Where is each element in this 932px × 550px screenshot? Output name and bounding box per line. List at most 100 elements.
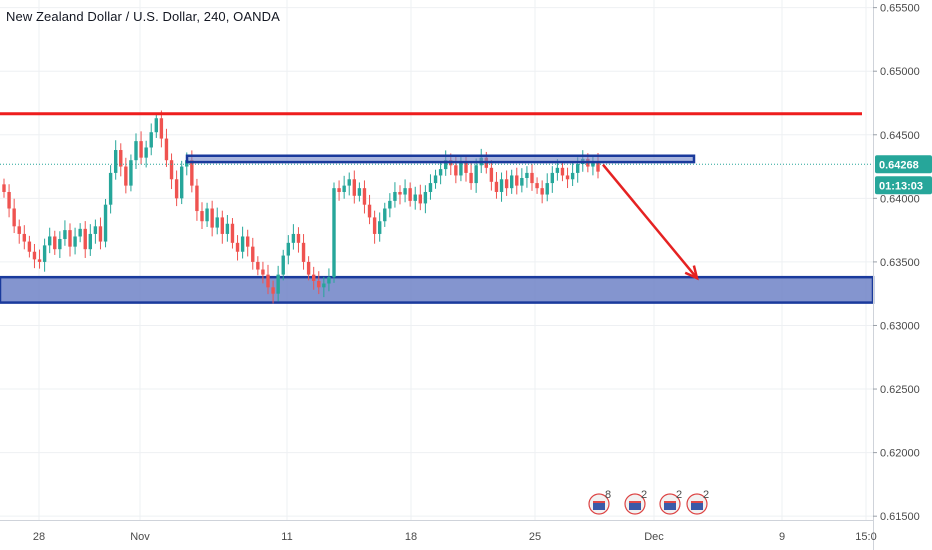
candle-body bbox=[215, 217, 219, 228]
candle-body bbox=[159, 118, 164, 139]
x-tick-label: 11 bbox=[281, 531, 292, 543]
candle-body bbox=[347, 179, 351, 186]
candle-body bbox=[119, 150, 123, 167]
down-arrow-head bbox=[684, 265, 699, 281]
candle-body bbox=[17, 226, 21, 234]
candle-body bbox=[377, 221, 382, 234]
event-badge-stripe bbox=[691, 501, 703, 503]
candle-body bbox=[530, 172, 534, 184]
candle-body bbox=[291, 233, 296, 243]
candle-body bbox=[469, 172, 473, 184]
candle-body bbox=[403, 188, 407, 195]
candle-body bbox=[12, 208, 16, 227]
candle-body bbox=[83, 228, 87, 250]
candle-body bbox=[433, 175, 438, 184]
candle-body bbox=[261, 269, 265, 275]
candle-body bbox=[520, 177, 524, 186]
candle-body bbox=[235, 242, 240, 252]
candle-body bbox=[78, 228, 82, 237]
candle-body bbox=[545, 183, 549, 195]
event-badge-flag bbox=[629, 503, 641, 510]
candle-body bbox=[139, 141, 143, 158]
candle-body bbox=[515, 175, 519, 186]
candle-body bbox=[322, 283, 326, 288]
candle-body bbox=[174, 179, 179, 199]
candle-body bbox=[301, 242, 306, 262]
event-badge-count: 8 bbox=[605, 489, 611, 501]
x-tick-label: 28 bbox=[33, 531, 45, 543]
x-tick-label: 15:0 bbox=[855, 531, 876, 543]
candle-body bbox=[58, 239, 62, 250]
candle-body bbox=[337, 188, 341, 192]
countdown-label: 01:13:03 bbox=[879, 180, 923, 192]
candle-body bbox=[37, 259, 42, 262]
candle-body bbox=[413, 194, 417, 201]
candle-body bbox=[393, 191, 397, 201]
candle-body bbox=[591, 162, 595, 167]
candle-body bbox=[230, 223, 235, 243]
price-tag-label: 0.64268 bbox=[879, 159, 919, 171]
candle-body bbox=[499, 179, 504, 192]
candle-body bbox=[317, 280, 321, 288]
candle-body bbox=[32, 251, 37, 260]
candle-body bbox=[464, 162, 468, 173]
candle-body bbox=[306, 261, 311, 275]
candle-body bbox=[423, 191, 428, 204]
candle-body bbox=[256, 261, 260, 270]
event-badge-count: 2 bbox=[703, 489, 709, 501]
candle-body bbox=[388, 200, 392, 209]
candle-body bbox=[281, 255, 285, 275]
y-tick-label: 0.63000 bbox=[880, 320, 920, 332]
event-badge-flag bbox=[664, 503, 676, 510]
candle-body bbox=[560, 167, 565, 176]
candle-body bbox=[7, 191, 11, 209]
candle-body bbox=[205, 208, 209, 222]
candle-body bbox=[22, 233, 27, 242]
candle-body bbox=[124, 166, 128, 186]
candle-body bbox=[286, 242, 291, 256]
candle-body bbox=[108, 172, 113, 205]
candle-body bbox=[474, 165, 478, 184]
candle-body bbox=[296, 233, 301, 243]
candle-body bbox=[555, 167, 560, 173]
candle-body bbox=[357, 188, 362, 196]
candle-body bbox=[504, 179, 509, 189]
candle-body bbox=[383, 208, 387, 222]
down-arrow-line bbox=[602, 163, 698, 279]
x-tick-label: 18 bbox=[405, 531, 417, 543]
candle-body bbox=[342, 185, 346, 192]
candle-body bbox=[210, 208, 214, 228]
x-tick-label: Nov bbox=[130, 531, 150, 543]
x-tick-label: 25 bbox=[529, 531, 541, 543]
candles-group bbox=[2, 110, 600, 304]
candle-body bbox=[266, 274, 270, 288]
candle-body bbox=[271, 287, 275, 294]
y-tick-label: 0.63500 bbox=[880, 257, 920, 269]
event-badge-flag bbox=[593, 503, 605, 510]
y-tick-label: 0.61500 bbox=[880, 511, 920, 523]
event-badge-count: 2 bbox=[676, 489, 682, 501]
candle-body bbox=[240, 236, 245, 252]
candle-body bbox=[42, 245, 47, 262]
candle-body bbox=[27, 241, 32, 252]
candle-body bbox=[225, 223, 230, 234]
event-badge-stripe bbox=[629, 501, 641, 503]
candle-body bbox=[540, 188, 544, 195]
price-tag-bg bbox=[875, 155, 932, 174]
candle-body bbox=[362, 188, 367, 205]
candle-body bbox=[251, 246, 255, 262]
candle-body bbox=[134, 141, 138, 161]
candle-body bbox=[428, 183, 433, 192]
candle-body bbox=[220, 217, 225, 234]
candle-body bbox=[327, 277, 331, 284]
candle-body bbox=[93, 226, 98, 234]
event-badge-stripe bbox=[664, 501, 676, 503]
candle-body bbox=[535, 183, 539, 189]
candle-body bbox=[372, 217, 377, 234]
candle-body bbox=[550, 172, 555, 184]
candle-body bbox=[2, 184, 6, 192]
candle-body bbox=[509, 175, 514, 189]
y-tick-label: 0.62500 bbox=[880, 384, 920, 396]
candle-body bbox=[367, 204, 372, 218]
